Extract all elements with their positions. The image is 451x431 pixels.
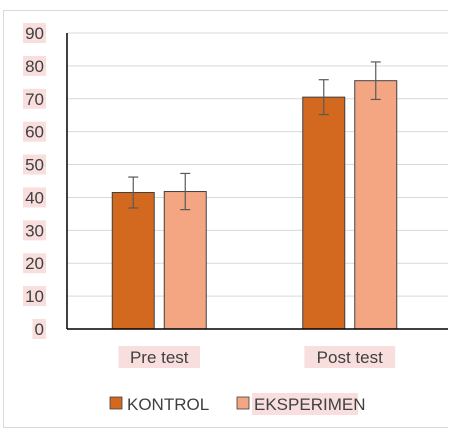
y-tick-highlight	[23, 187, 46, 208]
y-tick-label: 90	[25, 24, 44, 43]
bar-kontrol-post-test	[302, 96, 346, 330]
y-tick-highlight	[23, 220, 46, 241]
y-tick-label: 30	[25, 221, 44, 240]
bars	[111, 80, 398, 330]
category-labels: Pre test Post test	[130, 348, 383, 367]
legend-item-kontrol: KONTROL	[109, 395, 209, 414]
bar-kontrol-pre-test	[111, 192, 155, 330]
y-tick-highlight	[23, 253, 46, 274]
error-bars	[128, 61, 381, 211]
y-tick-label: 40	[25, 188, 44, 207]
y-tick-label: 10	[25, 287, 44, 306]
category-highlight	[118, 346, 201, 368]
legend-label: EKSPERIMEN	[254, 395, 365, 414]
legend-swatch	[109, 396, 123, 410]
y-tick-highlight	[23, 23, 46, 43]
chart-frame	[3, 10, 448, 428]
category-label: Pre test	[130, 348, 189, 367]
y-tick-label: 70	[25, 90, 44, 109]
bar-eksperimen-post-test	[354, 80, 398, 330]
legend-item-eksperimen: EKSPERIMEN	[236, 393, 365, 415]
y-tick-label: 80	[25, 57, 44, 76]
legend-swatch	[236, 396, 250, 410]
y-tick-highlight	[23, 286, 46, 307]
y-tick-label: 50	[25, 156, 44, 175]
legend-highlight	[252, 393, 358, 415]
y-tick-highlight	[23, 154, 46, 175]
y-tick-label: 60	[25, 123, 44, 142]
category-highlight	[304, 346, 396, 368]
y-tick-highlight	[23, 121, 46, 142]
legend: KONTROL EKSPERIMEN	[109, 393, 365, 415]
axes	[66, 33, 448, 330]
y-tick-label: 0	[35, 320, 44, 339]
y-tick-label: 20	[25, 254, 44, 273]
bar-eksperimen-pre-test	[163, 191, 207, 330]
label-highlights	[23, 23, 396, 368]
legend-label: KONTROL	[127, 395, 209, 414]
y-tick-highlight	[23, 88, 46, 109]
y-tick-highlight	[32, 319, 46, 339]
y-tick-highlight	[23, 55, 46, 76]
y-tick-labels: 0 10 20 30 40 50 60 70 80 90	[25, 24, 44, 339]
category-label: Post test	[317, 348, 383, 367]
